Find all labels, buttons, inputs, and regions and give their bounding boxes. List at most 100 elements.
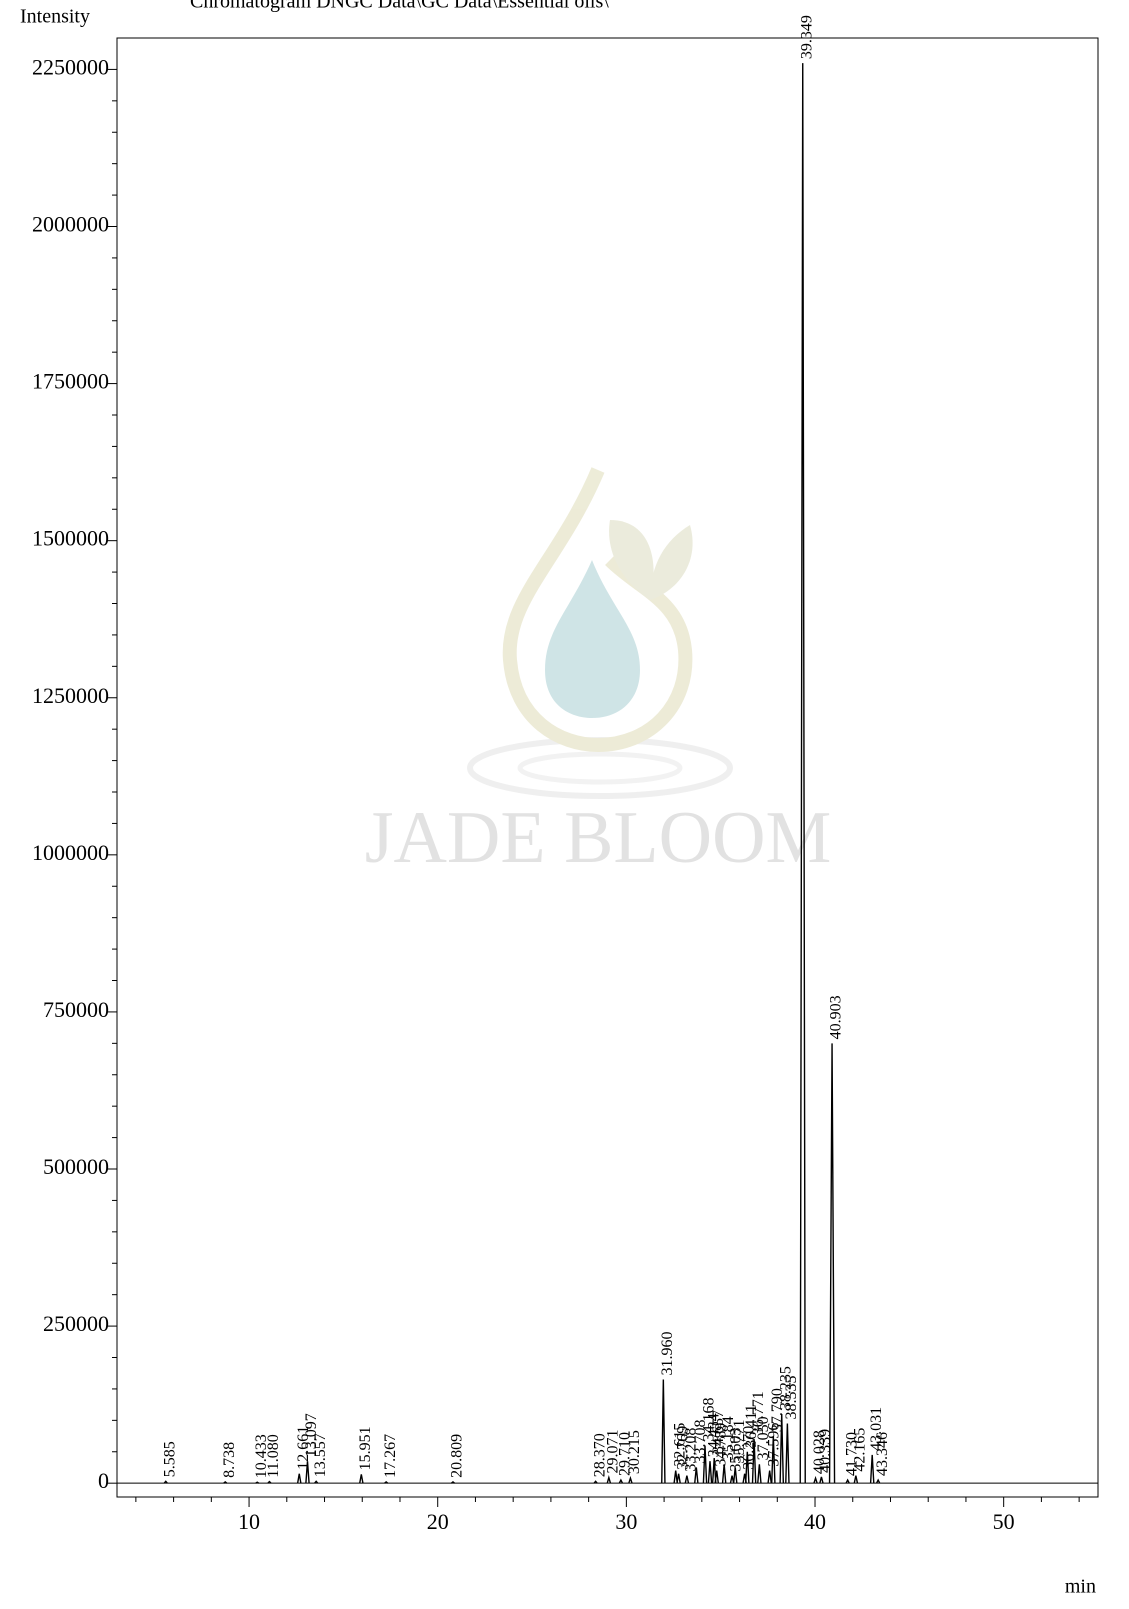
peak	[757, 1464, 762, 1484]
peak	[875, 1478, 881, 1484]
x-tick-label: 10	[238, 1509, 260, 1534]
peak	[767, 1470, 772, 1484]
peak	[314, 1480, 319, 1484]
peak-label: 32.769	[674, 1426, 691, 1470]
peak-label: 12.661	[295, 1426, 312, 1470]
y-tick-label: 500000	[43, 1154, 109, 1179]
peak	[255, 1481, 260, 1484]
peak-label: 35.184	[720, 1416, 737, 1460]
chart-title: Chromatogram DNGC Data\GC Data\Essential…	[190, 0, 609, 13]
peak-label: 38.535	[783, 1375, 800, 1419]
y-tick-label: 1000000	[32, 840, 109, 865]
peak	[384, 1481, 389, 1484]
peak	[296, 1473, 302, 1484]
peak-label: 40.903	[828, 995, 845, 1039]
peak-label: 33.208	[683, 1428, 700, 1472]
peak	[684, 1475, 690, 1484]
peak	[606, 1474, 612, 1484]
peak	[711, 1457, 717, 1484]
peak	[828, 1043, 836, 1484]
y-tick-label: 2000000	[32, 212, 109, 237]
peak	[853, 1475, 859, 1484]
peak-label: 42.165	[852, 1428, 869, 1472]
peak	[707, 1461, 713, 1484]
peak-label: 34.434	[706, 1413, 723, 1457]
y-axis-label: Intensity	[20, 6, 90, 28]
peak	[593, 1480, 598, 1484]
peak-label: 34.657	[710, 1410, 727, 1454]
peak	[163, 1480, 168, 1484]
x-tick-label: 50	[993, 1509, 1015, 1534]
plot-frame	[116, 37, 1099, 1498]
peak	[745, 1451, 750, 1484]
peak-label: 5.585	[161, 1441, 178, 1477]
peak	[702, 1445, 708, 1484]
y-tick-label: 250000	[43, 1311, 109, 1336]
peak-label: 41.730	[843, 1432, 860, 1476]
peak-label: 20.809	[449, 1434, 466, 1478]
peak	[450, 1481, 456, 1484]
peak	[845, 1478, 850, 1484]
x-axis-label: min	[1065, 1576, 1096, 1598]
peak-label: 34.789	[712, 1423, 729, 1467]
peak	[628, 1475, 633, 1484]
peak-label: 43.031	[868, 1407, 885, 1451]
y-tick-label: 750000	[43, 997, 109, 1022]
watermark-text: JADE BLOOM	[365, 797, 832, 879]
peak-label: 35.771	[731, 1419, 748, 1463]
peak	[732, 1467, 738, 1484]
peak	[751, 1439, 757, 1484]
peak	[869, 1454, 875, 1484]
peak-label: 38.235	[777, 1366, 794, 1410]
peak-label: 40.028	[811, 1430, 828, 1474]
y-tick-label: 0	[98, 1468, 109, 1493]
peak-label: 8.738	[221, 1442, 238, 1478]
peak	[359, 1474, 364, 1484]
peak	[618, 1478, 624, 1484]
peak-label: 15.951	[357, 1426, 374, 1470]
peak-label: 43.346	[874, 1432, 891, 1476]
peak	[721, 1464, 727, 1484]
peak	[779, 1414, 785, 1484]
peak-label: 36.411	[743, 1404, 760, 1447]
peak-label: 10.433	[253, 1434, 270, 1478]
y-tick-label: 1500000	[32, 526, 109, 551]
peak-label: 32.615	[671, 1423, 688, 1467]
peak	[819, 1476, 824, 1484]
peak	[305, 1461, 310, 1484]
peak-label: 37.050	[755, 1416, 772, 1460]
peak-label: 11.080	[265, 1434, 282, 1477]
peak	[799, 63, 806, 1484]
peak	[676, 1473, 681, 1484]
y-tick-label: 1250000	[32, 683, 109, 708]
peak	[661, 1379, 666, 1484]
peak-label: 13.557	[312, 1433, 329, 1477]
peak-label: 34.168	[701, 1397, 718, 1441]
peak-label: 31.960	[659, 1332, 676, 1376]
x-tick-label: 40	[804, 1509, 826, 1534]
peak	[771, 1436, 776, 1484]
peak	[714, 1470, 720, 1484]
peak-label: 17.267	[382, 1434, 399, 1478]
watermark-logo	[467, 467, 733, 799]
peak-label: 29.710	[617, 1432, 634, 1476]
peak	[785, 1423, 790, 1484]
peak	[673, 1470, 678, 1484]
x-tick-label: 30	[615, 1509, 637, 1534]
peak	[694, 1467, 699, 1484]
peak-label: 13.097	[303, 1413, 320, 1457]
peak-label: 40.339	[817, 1429, 834, 1473]
peak-label: 35.603	[728, 1428, 745, 1472]
peak-label: 36.771	[750, 1391, 767, 1435]
peak-label: 29.071	[605, 1430, 622, 1474]
peak-label: 28.370	[591, 1433, 608, 1477]
y-tick-label: 2250000	[32, 54, 109, 79]
y-tick-label: 1750000	[32, 369, 109, 394]
peak	[267, 1480, 272, 1484]
peak	[813, 1475, 818, 1484]
x-tick-label: 20	[427, 1509, 449, 1534]
peak	[223, 1481, 228, 1484]
peak-label: 39.349	[798, 15, 815, 59]
